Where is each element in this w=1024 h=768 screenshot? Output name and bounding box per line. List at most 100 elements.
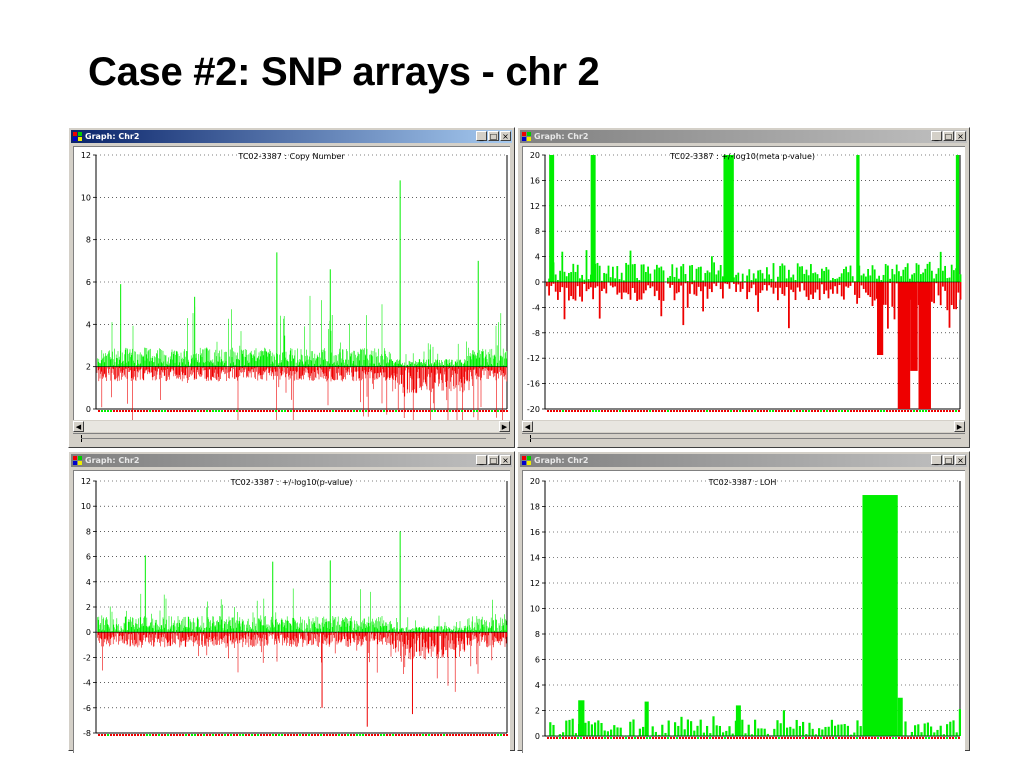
maximize-button[interactable]: □: [488, 455, 499, 465]
snp-marker: [628, 737, 630, 739]
maximize-button[interactable]: □: [943, 455, 954, 465]
positive-bar: [559, 270, 561, 282]
scroll-left-icon[interactable]: ◀: [73, 421, 84, 432]
snp-marker: [913, 737, 915, 739]
negative-bar: [950, 282, 953, 306]
maximize-button[interactable]: □: [943, 131, 954, 141]
snp-marker: [110, 734, 112, 736]
snp-marker: [479, 410, 481, 412]
positive-bar: [691, 265, 693, 282]
snp-marker: [167, 410, 169, 412]
snp-marker: [116, 734, 118, 736]
negative-bar: [827, 282, 830, 299]
positive-bar: [812, 273, 814, 282]
snp-marker: [691, 410, 693, 412]
positive-bar: [902, 269, 905, 282]
graph-window-pvalue[interactable]: Graph: Chr2 _ □ × 12 10 8 6 4 2 0 -2 -4 -6 -8 TC02-…: [68, 451, 515, 753]
window-title-bar[interactable]: Graph: Chr2 _ □ ×: [520, 130, 967, 143]
window-title-bar[interactable]: Graph: Chr2 _ □ ×: [71, 454, 512, 467]
window-title-bar[interactable]: Graph: Chr2 _ □ ×: [71, 130, 512, 143]
snp-marker: [350, 734, 352, 736]
y-tick-label: 12: [530, 579, 540, 588]
horizontal-scrollbar[interactable]: ◀ ▶: [522, 421, 965, 432]
negative-bar: [843, 282, 845, 300]
minimize-button[interactable]: _: [476, 455, 487, 465]
snp-marker: [793, 410, 795, 412]
snp-marker: [167, 734, 169, 736]
snp-marker: [880, 410, 882, 412]
positive-bar: [873, 269, 876, 282]
snp-marker: [194, 410, 196, 412]
positive-bar: [937, 268, 940, 282]
snp-marker: [281, 410, 283, 412]
snp-marker: [550, 737, 552, 739]
loh-bar: [674, 722, 677, 736]
negative-bar: [603, 282, 605, 289]
close-button[interactable]: ×: [955, 131, 966, 141]
positive-bar: [722, 276, 724, 282]
snp-marker: [925, 737, 927, 739]
horizontal-scrollbar[interactable]: ◀ ▶: [73, 421, 510, 432]
close-button[interactable]: ×: [500, 455, 511, 465]
positive-bar: [803, 273, 806, 282]
snp-marker: [772, 737, 774, 739]
snp-marker: [697, 737, 699, 739]
graph-window-meta-pvalue[interactable]: Graph: Chr2 _ □ × 20 16 12 8 4 0 -4 -8 -12 -16 -20…: [517, 127, 970, 448]
loh-bar: [824, 726, 827, 736]
snp-marker: [137, 734, 139, 736]
graph-window-copy-number[interactable]: Graph: Chr2 _ □ × 12 10 8 6 4 2 0 TC02-3387 : C…: [68, 127, 515, 448]
maximize-button[interactable]: □: [488, 131, 499, 141]
block-bar: [897, 697, 903, 736]
positive-bar: [669, 276, 671, 282]
snp-marker: [341, 410, 343, 412]
range-ruler[interactable]: [522, 433, 965, 443]
negative-bar: [761, 282, 764, 291]
y-tick-label: 8: [86, 527, 91, 536]
graph-window-loh[interactable]: Graph: Chr2 _ □ × 20 18 16 14 12 10 8 6 4 2 0 TC02-…: [517, 451, 970, 753]
chart-area: 12 10 8 6 4 2 0 -2 -4 -6 -8 TC02-3387 : +/-log10(p-…: [73, 470, 510, 753]
scroll-left-icon[interactable]: ◀: [522, 421, 533, 432]
chart-area: 20 18 16 14 12 10 8 6 4 2 0 TC02-3387 : LOH: [522, 470, 965, 753]
minimize-button[interactable]: _: [931, 131, 942, 141]
snp-marker: [556, 410, 558, 412]
minimize-button[interactable]: _: [931, 455, 942, 465]
positive-bar: [671, 264, 674, 282]
loh-bar: [939, 725, 942, 736]
snp-marker: [934, 410, 936, 412]
negative-bar: [708, 282, 711, 289]
minimize-button[interactable]: _: [476, 131, 487, 141]
snp-marker: [757, 737, 759, 739]
close-button[interactable]: ×: [955, 455, 966, 465]
positive-bar: [777, 276, 779, 282]
range-ruler[interactable]: [73, 433, 510, 443]
positive-bar: [581, 274, 583, 282]
snp-marker: [275, 410, 277, 412]
y-tick-label: 10: [530, 605, 540, 614]
positive-bar: [565, 276, 568, 282]
scroll-right-icon[interactable]: ▶: [499, 421, 510, 432]
loh-bar: [795, 719, 798, 736]
snp-marker: [745, 410, 747, 412]
snp-marker: [856, 737, 858, 739]
negative-bar: [697, 282, 700, 287]
positive-bar: [554, 274, 557, 282]
negative-bar: [631, 282, 634, 288]
loh-bar: [616, 727, 619, 736]
scroll-right-icon[interactable]: ▶: [954, 421, 965, 432]
y-tick-label: -4: [532, 303, 540, 312]
snp-marker: [377, 734, 379, 736]
snp-marker: [347, 410, 349, 412]
negative-bar: [671, 282, 674, 285]
snp-marker: [577, 737, 579, 739]
window-title-bar[interactable]: Graph: Chr2 _ □ ×: [520, 454, 967, 467]
snp-marker: [709, 737, 711, 739]
positive-bar: [878, 275, 880, 282]
close-button[interactable]: ×: [500, 131, 511, 141]
snp-marker: [715, 410, 717, 412]
negative-bar: [548, 282, 550, 296]
chart-svg: 12 10 8 6 4 2 0 -2 -4 -6 -8 TC02-3387 : +/-log10(p-…: [81, 477, 508, 738]
snp-marker: [886, 410, 888, 412]
snp-marker: [302, 734, 304, 736]
loh-bar: [949, 721, 952, 736]
snp-marker: [676, 410, 678, 412]
